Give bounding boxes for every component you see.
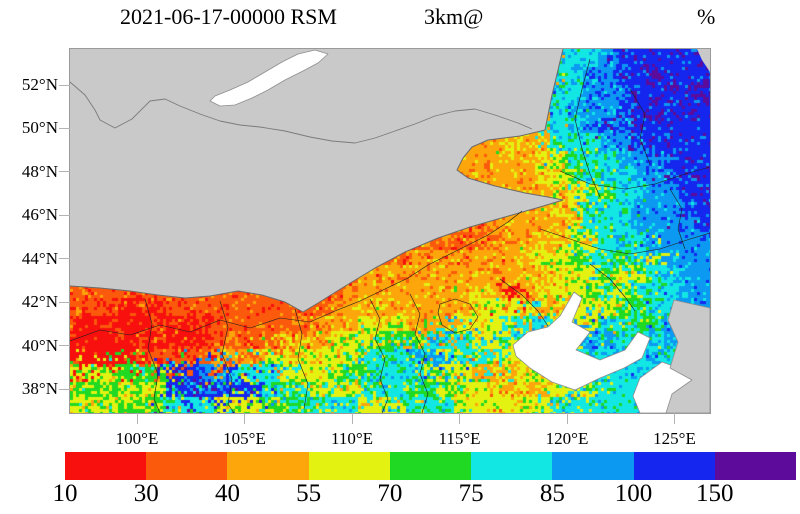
- colorbar-value: 150: [696, 480, 734, 507]
- lat-tick-mark: [59, 171, 70, 172]
- bohai-sea: [512, 291, 651, 391]
- no-data-corner: [697, 49, 710, 72]
- lon-tick-mark: [674, 413, 675, 424]
- lat-tick-mark: [59, 258, 70, 259]
- colorbar-segment: [308, 452, 390, 480]
- lat-tick-mark: [59, 345, 70, 346]
- lat-tick-label: 44°N: [21, 248, 58, 268]
- lat-tick-label: 40°N: [21, 335, 58, 355]
- no-data-region-mongolia: [70, 49, 563, 312]
- province-border-line: [539, 228, 710, 255]
- lat-tick-mark: [59, 302, 70, 303]
- province-border-line: [437, 298, 479, 334]
- lake-baikal: [209, 49, 329, 107]
- province-border-line: [629, 88, 651, 165]
- lat-tick-label: 48°N: [21, 161, 58, 181]
- lat-tick-mark: [59, 389, 70, 390]
- lat-tick-label: 52°N: [21, 75, 58, 94]
- lon-tick-mark: [567, 413, 568, 424]
- colorbar-segment: [227, 452, 309, 480]
- lon-tick-label: 110°E: [330, 429, 374, 448]
- lon-tick-mark: [352, 413, 353, 424]
- province-border-line: [409, 293, 429, 413]
- colorbar-value: 75: [458, 480, 484, 507]
- national-border: [70, 49, 564, 313]
- colorbar-segment: [714, 452, 796, 480]
- lat-tick-label: 38°N: [21, 379, 58, 398]
- province-border-line: [574, 58, 601, 198]
- lat-tick-mark: [59, 215, 70, 216]
- colorbar-value: 70: [377, 480, 403, 507]
- colorbar-value: 85: [539, 480, 565, 507]
- map-plot-area: [69, 48, 711, 414]
- lon-tick-mark: [244, 413, 245, 424]
- colorbar-value: 30: [133, 480, 159, 507]
- colorbar-segment: [552, 452, 634, 480]
- russia-mongolia-border: [70, 81, 533, 144]
- lat-tick-mark: [59, 85, 70, 86]
- colorbar-segment: [146, 452, 228, 480]
- province-border-line: [669, 188, 686, 250]
- no-data-region-korea: [665, 299, 710, 413]
- lon-tick-mark: [459, 413, 460, 424]
- province-border-line: [294, 308, 309, 410]
- colorbar-value: 40: [214, 480, 240, 507]
- lon-tick-label: 115°E: [438, 429, 481, 448]
- lat-tick-label: 50°N: [21, 118, 58, 138]
- colorbar-value: 55: [296, 480, 322, 507]
- province-border-line: [369, 298, 389, 413]
- map-borders-overlay: [70, 49, 710, 413]
- lon-tick-label: 120°E: [545, 429, 589, 448]
- province-border-line: [499, 278, 549, 327]
- province-border-line: [589, 263, 636, 312]
- title-units-percent: %: [697, 4, 716, 29]
- lon-tick-mark: [137, 413, 138, 424]
- lat-tick-label: 42°N: [21, 292, 58, 312]
- colorbar-segment: [65, 452, 147, 480]
- lon-tick-label: 100°E: [115, 429, 159, 448]
- colorbar-segment: [389, 452, 472, 480]
- title-resolution: 3km@: [424, 4, 484, 29]
- province-border-line: [219, 300, 235, 413]
- lat-tick-label: 46°N: [21, 205, 58, 225]
- colorbar-segment: [633, 452, 715, 480]
- colorbar-value: 100: [614, 480, 653, 507]
- colorbar-segment: [471, 452, 553, 480]
- lat-tick-mark: [59, 128, 70, 129]
- province-border-line: [70, 210, 523, 342]
- title-date-variable: 2021-06-17-00000 RSM: [120, 4, 337, 29]
- lon-tick-label: 105°E: [223, 429, 266, 448]
- colorbar: [65, 452, 796, 480]
- province-border-line: [559, 166, 710, 190]
- colorbar-value: 10: [52, 480, 78, 507]
- lon-tick-label: 125°E: [653, 429, 696, 448]
- province-border-line: [144, 298, 161, 413]
